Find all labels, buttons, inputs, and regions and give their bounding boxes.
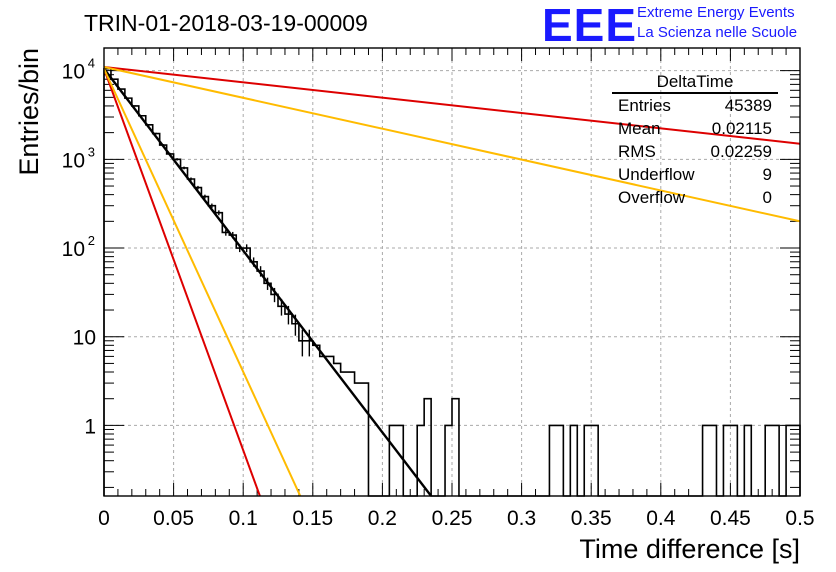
x-axis-label: Time difference [s] [579, 534, 800, 564]
stats-row-mean: Mean 0.02115 [612, 117, 778, 140]
fit-line-red-3 [104, 65, 800, 145]
x-tick-label: 0.5 [785, 507, 814, 530]
stats-row-underflow: Underflow 9 [612, 163, 778, 186]
x-tick-label: 0.05 [153, 507, 194, 530]
stats-value: 0.02115 [711, 119, 772, 138]
y-axis-label: Entries/bin [14, 48, 44, 176]
stats-value: 9 [762, 165, 772, 184]
chart-title: TRIN-01-2018-03-19-00009 [84, 10, 368, 36]
x-tick-label: 0.4 [646, 507, 676, 530]
x-tick-label: 0.25 [432, 507, 473, 530]
fit-line-black-0 [104, 68, 433, 496]
stats-value: 45389 [724, 96, 772, 115]
x-tick-label: 0.3 [507, 507, 536, 530]
stats-value: 0 [762, 188, 772, 207]
stats-row-rms: RMS 0.02259 [612, 140, 778, 163]
stats-title: DeltaTime [612, 72, 778, 94]
x-tick-label: 0.1 [229, 507, 258, 530]
y-tick-label: 10 [62, 238, 85, 261]
x-tick-label: 0.45 [710, 507, 751, 530]
stats-label: Mean [618, 119, 661, 138]
y-tick-label: 10 [62, 149, 85, 172]
logo-line-2: La Scienza nelle Scuole [637, 24, 798, 41]
y-tick-label: 10 [73, 327, 96, 350]
stats-label: Overflow [618, 188, 686, 207]
stats-value: 0.02259 [710, 142, 772, 161]
y-tick-exponent: 2 [88, 233, 95, 248]
x-tick-label: 0.35 [571, 507, 612, 530]
fit-line-orange-4 [104, 65, 800, 223]
stats-label: Entries [618, 96, 671, 115]
stats-label: RMS [618, 142, 656, 161]
stats-row-entries: Entries 45389 [612, 94, 778, 117]
y-tick-label: 1 [84, 415, 96, 438]
eee-logo: EEE [542, 0, 638, 51]
plot-frame [103, 47, 801, 497]
stats-row-overflow: Overflow 0 [612, 186, 778, 209]
x-tick-label: 0.2 [368, 507, 397, 530]
fit-line-orange-2 [104, 68, 302, 496]
x-tick-label: 0 [98, 507, 110, 530]
stats-box: DeltaTime Entries 45389 Mean 0.02115 RMS… [612, 72, 778, 209]
y-tick-label: 10 [62, 61, 85, 84]
y-tick-exponent: 4 [88, 56, 95, 71]
fit-line-red-1 [104, 68, 261, 496]
stats-label: Underflow [618, 165, 695, 184]
y-tick-exponent: 3 [88, 144, 95, 159]
x-tick-label: 0.15 [292, 507, 333, 530]
logo-line-1: Extreme Energy Events [637, 4, 795, 21]
